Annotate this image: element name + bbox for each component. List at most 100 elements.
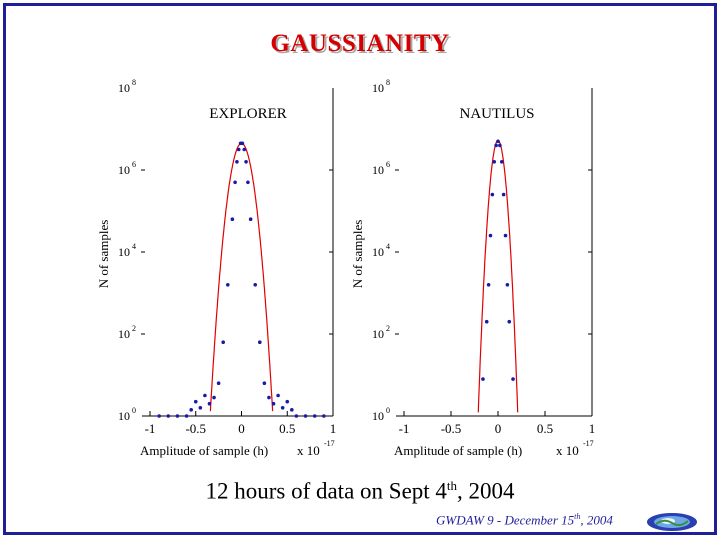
data-point xyxy=(498,143,502,148)
data-point xyxy=(248,217,253,221)
x-tick-label: 0 xyxy=(495,421,502,436)
x-tick-label: -0.5 xyxy=(185,421,206,436)
data-point xyxy=(253,283,258,287)
data-point xyxy=(481,377,485,381)
data-point xyxy=(157,414,161,418)
data-point xyxy=(240,141,245,146)
data-point xyxy=(267,395,271,400)
x-tick-label: 0 xyxy=(238,421,245,436)
y-tick-base: 10 xyxy=(118,245,130,259)
caption-main: 12 hours of data on Sept 4 xyxy=(205,478,447,504)
data-point xyxy=(505,283,510,287)
y-tick-exp: 6 xyxy=(132,160,136,169)
data-point xyxy=(276,393,280,398)
chart-title: EXPLORER xyxy=(209,106,287,122)
data-point xyxy=(285,399,290,404)
data-point xyxy=(271,401,276,406)
slide-frame xyxy=(3,3,717,535)
data-point xyxy=(184,414,189,418)
data-point xyxy=(488,233,493,238)
x-tick-label: -1 xyxy=(399,421,410,436)
y-tick-base: 10 xyxy=(372,81,384,95)
data-point xyxy=(258,340,262,345)
y-tick-base: 10 xyxy=(372,327,384,341)
x-tick-label: -0.5 xyxy=(441,421,462,436)
y-tick-exp: 8 xyxy=(132,78,136,87)
y-tick-exp: 4 xyxy=(386,242,390,251)
data-point xyxy=(236,147,241,152)
y-tick-base: 10 xyxy=(372,163,384,177)
x-tick-label: 0.5 xyxy=(537,421,553,436)
caption-end: , 2004 xyxy=(457,478,515,504)
data-point xyxy=(303,414,308,418)
data-point xyxy=(221,340,225,345)
data-point xyxy=(233,180,237,185)
y-tick-label: 10 4 xyxy=(118,242,136,259)
y-axis-label: N of samples xyxy=(96,220,111,289)
data-point xyxy=(492,160,497,164)
chart-title: NAUTILUS xyxy=(460,106,535,122)
data-point xyxy=(225,283,230,287)
data-point xyxy=(198,406,203,410)
y-tick-exp: 2 xyxy=(132,324,136,333)
y-tick-exp: 0 xyxy=(132,406,136,415)
y-tick-base: 10 xyxy=(118,327,130,341)
x-multiplier-exp: -17 xyxy=(583,439,594,448)
data-point xyxy=(242,147,247,152)
data-point xyxy=(294,414,299,418)
x-tick-label: -1 xyxy=(145,421,156,436)
caption-sup: th xyxy=(446,478,458,493)
data-point xyxy=(207,401,212,406)
slide-title: GAUSSIANITY xyxy=(270,30,450,57)
data-point xyxy=(175,414,180,418)
data-point xyxy=(484,319,489,324)
earth-globe-logo xyxy=(647,513,697,531)
x-multiplier: x 10 -17 xyxy=(297,439,335,458)
data-point xyxy=(486,283,491,287)
data-point xyxy=(166,414,171,418)
data-point xyxy=(212,395,216,400)
y-tick-base: 10 xyxy=(118,81,130,95)
footer-main: GWDAW 9 - December 15 xyxy=(436,512,575,528)
data-point xyxy=(499,160,504,164)
data-point xyxy=(503,233,508,238)
y-tick-label: 10 2 xyxy=(372,324,390,341)
data-point xyxy=(246,180,250,185)
y-tick-exp: 2 xyxy=(386,324,390,333)
y-tick-exp: 4 xyxy=(132,242,136,251)
data-point xyxy=(511,377,515,381)
y-tick-exp: 8 xyxy=(386,78,390,87)
data-point xyxy=(496,139,500,144)
data-point xyxy=(230,217,235,221)
data-point xyxy=(262,381,267,386)
data-point xyxy=(193,399,198,404)
data-point xyxy=(235,160,239,164)
data-point xyxy=(322,414,326,418)
gaussian-fit-line xyxy=(477,139,519,413)
data-point xyxy=(312,414,317,418)
y-tick-label: 10 8 xyxy=(118,78,136,95)
y-tick-label: 10 6 xyxy=(372,160,390,177)
data-point xyxy=(490,192,495,197)
data-point xyxy=(216,381,221,386)
x-multiplier-base: x 10 xyxy=(556,443,579,458)
x-tick-label: 0.5 xyxy=(279,421,295,436)
x-multiplier: x 10 -17 xyxy=(556,439,594,458)
y-tick-label: 10 0 xyxy=(372,406,390,423)
y-tick-base: 10 xyxy=(118,409,130,423)
x-tick-label: 1 xyxy=(589,421,596,436)
y-tick-base: 10 xyxy=(372,245,384,259)
y-tick-exp: 6 xyxy=(386,160,390,169)
x-axis-label: Amplitude of sample (h) xyxy=(140,443,268,458)
x-axis-label: Amplitude of sample (h) xyxy=(394,443,522,458)
y-tick-label: 10 2 xyxy=(118,324,136,341)
y-tick-label: 10 8 xyxy=(372,78,390,95)
y-axis-label: N of samples xyxy=(350,220,365,289)
data-point xyxy=(290,408,294,412)
data-point xyxy=(507,319,512,324)
data-point xyxy=(244,160,248,164)
footer-end: , 2004 xyxy=(580,512,613,528)
